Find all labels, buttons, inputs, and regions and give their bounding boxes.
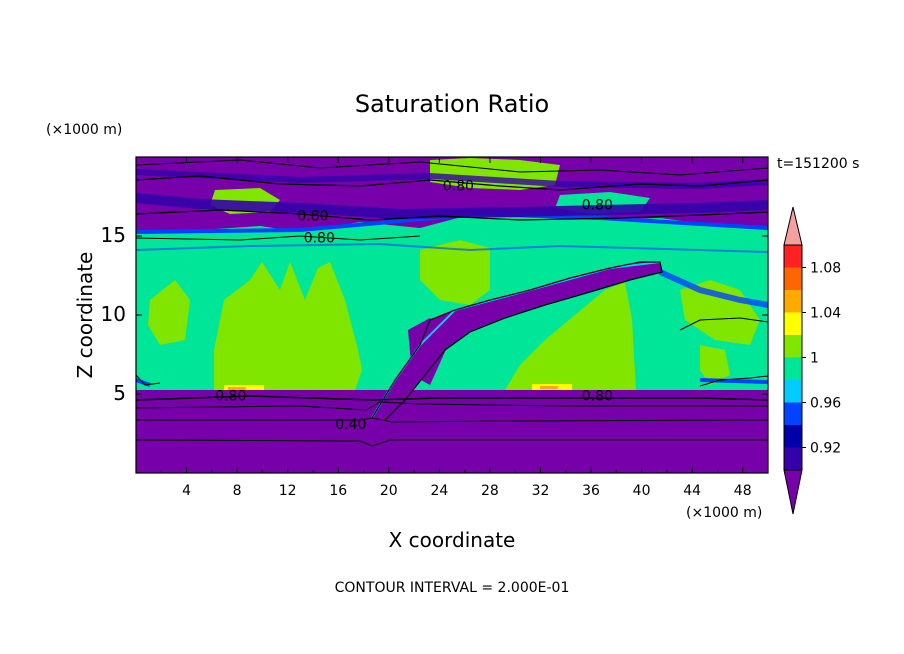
field-blue-edge	[658, 269, 768, 308]
x-tick-label: 24	[430, 483, 448, 499]
colorbar-swatch	[784, 245, 802, 268]
plot-area	[136, 157, 768, 473]
colorbar-over-triangle	[783, 206, 803, 246]
contour-line	[136, 209, 768, 221]
field-green-band	[136, 212, 768, 250]
x-tick-label: 16	[329, 483, 347, 499]
colorbar-swatch	[784, 290, 802, 313]
field-lime-patch	[148, 280, 190, 345]
colorbar-swatch	[784, 425, 802, 448]
contour-labels: 0.80 0.80 0.80 0.80 0.80 0.80 0.40	[215, 178, 613, 433]
x-tick-label: 4	[182, 483, 191, 499]
colorbar-swatch	[784, 357, 802, 380]
x-unit-label: (×1000 m)	[686, 505, 762, 521]
x-tick-label: 48	[734, 483, 752, 499]
x-tick-label: 12	[279, 483, 297, 499]
field-purple-streak	[408, 318, 448, 385]
colorbar-tick-label: 1	[810, 351, 819, 367]
y-tick-label: 15	[101, 223, 126, 247]
colorbar-under-triangle	[783, 469, 803, 515]
contour-interval: CONTOUR INTERVAL = 2.000E-01	[335, 580, 570, 596]
contour-line	[699, 375, 768, 387]
colorbar-tick-label: 1.04	[810, 306, 841, 322]
x-tick-label: 32	[532, 483, 550, 499]
colorbar-tick-label: 0.96	[810, 396, 841, 412]
x-axis: 4 8 12 16 20 24 28 32 36 40 44 48	[160, 157, 752, 499]
field-lime-patch	[214, 262, 362, 390]
contour-line	[136, 175, 768, 191]
colorbar-swatch	[784, 267, 802, 290]
contour-label: 0.80	[215, 389, 246, 405]
colorbar-swatch	[784, 380, 802, 403]
field-lime-patch	[505, 282, 636, 390]
contour-line	[679, 317, 768, 331]
contour-line	[136, 235, 421, 241]
colorbar-swatch	[784, 335, 802, 358]
contour-line	[136, 374, 161, 386]
contour-line	[136, 395, 768, 401]
x-tick-label: 40	[633, 483, 651, 499]
contour-line	[136, 401, 768, 411]
contour-line	[371, 261, 663, 421]
contour-label: 0.80	[304, 231, 335, 247]
colorbar-swatch	[784, 312, 802, 335]
field-lime-patch	[680, 280, 760, 345]
colorbar-tick-label: 0.92	[810, 441, 841, 457]
field-orange-sliver	[540, 386, 558, 389]
contour-label: 0.80	[443, 178, 474, 194]
y-unit-label: (×1000 m)	[46, 122, 122, 138]
contour-label: 0.80	[582, 389, 613, 405]
field-lower-band	[136, 390, 768, 473]
field-lime-patch	[420, 240, 490, 305]
x-tick-label: 8	[233, 483, 242, 499]
contour-line	[136, 417, 768, 423]
field-lime-patch	[700, 345, 730, 385]
colorbar: 0.92 0.96 1 1.04 1.08	[783, 206, 841, 515]
y-tick-label: 10	[101, 302, 126, 326]
contour-line	[136, 439, 768, 447]
colorbar-tick-label: 1.08	[810, 261, 841, 277]
x-tick-label: 44	[683, 483, 701, 499]
contour-label: 0.80	[297, 208, 328, 224]
x-axis-label: X coordinate	[389, 528, 516, 552]
x-tick-label: 36	[582, 483, 600, 499]
colorbar-swatch	[784, 402, 802, 425]
colorbar-swatch	[784, 447, 802, 470]
field-blue-edge	[136, 193, 768, 220]
contour-label: 0.80	[582, 197, 613, 213]
field-blue-edge	[136, 242, 768, 253]
time-label: t=151200 s	[777, 156, 859, 172]
y-axis-label: Z coordinate	[73, 252, 97, 379]
y-tick-label: 5	[113, 381, 126, 405]
contour-line	[136, 159, 768, 176]
field-orange-sliver	[228, 387, 246, 390]
x-tick-label: 20	[380, 483, 398, 499]
x-tick-label: 28	[481, 483, 499, 499]
y-axis: 5 10 15	[101, 223, 768, 405]
contour-label: 0.40	[335, 417, 366, 433]
chart-title: Saturation Ratio	[355, 90, 549, 118]
